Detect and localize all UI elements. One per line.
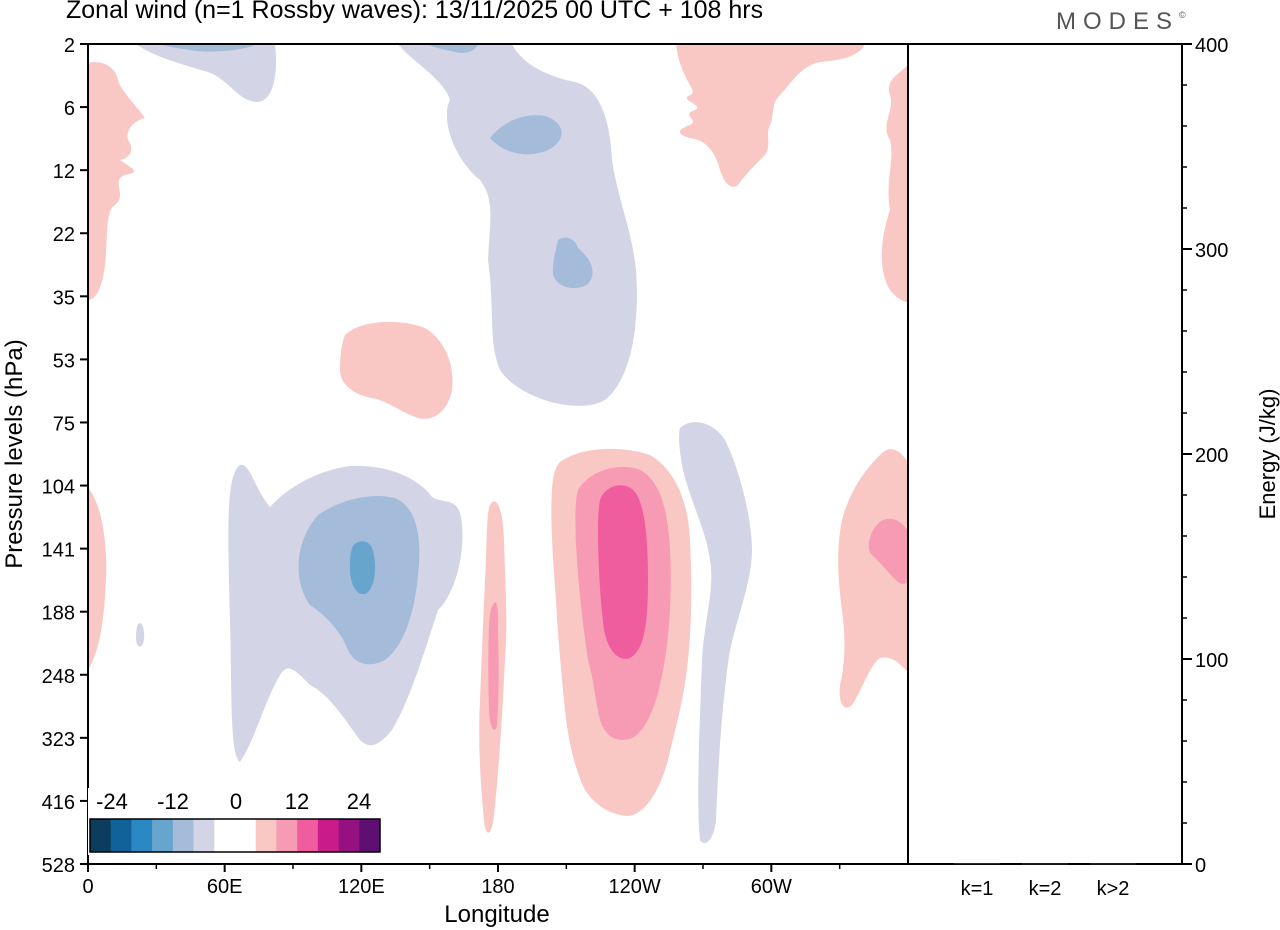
colorbar-swatch <box>193 819 215 852</box>
y-tick-label: 528 <box>42 855 75 877</box>
chart-title: Zonal wind (n=1 Rossby waves): 13/11/202… <box>66 0 764 24</box>
colorbar-swatch <box>90 819 112 852</box>
colorbar-border <box>89 818 381 853</box>
colorbar-swatch <box>297 819 319 852</box>
y-tick-label: 22 <box>53 224 75 246</box>
y-tick-label: 53 <box>53 350 75 372</box>
energy-tick-label: 400 <box>1195 35 1228 57</box>
pos-right-edge-lower <box>838 449 908 708</box>
colorbar-swatch <box>338 819 360 852</box>
y-tick-label: 104 <box>42 477 75 499</box>
colorbar-swatch <box>172 819 194 852</box>
colorbar-swatch <box>152 819 174 852</box>
colorbar-swatch <box>214 819 236 852</box>
y-axis-right: 0 100 200 300 400 <box>1182 35 1228 877</box>
copyright-mark: © <box>1179 10 1186 20</box>
energy-axis-label: Energy (J/kg) <box>1255 389 1280 520</box>
energy-bar <box>954 863 1000 865</box>
energy-bar <box>1090 863 1136 865</box>
colorbar-swatch <box>131 819 153 852</box>
pos-dateline-core <box>598 485 648 659</box>
colorbar-swatch <box>255 819 277 852</box>
colorbar-swatch <box>276 819 298 852</box>
pos-stratosphere-blob <box>340 321 453 419</box>
energy-category-label: k=2 <box>1029 878 1062 900</box>
y-tick-label: 416 <box>42 792 75 814</box>
x-axis-label: Longitude <box>444 901 549 928</box>
pos-upper-right-edge <box>881 65 908 302</box>
y-tick-label: 12 <box>53 161 75 183</box>
neg-lower-right-band <box>679 422 752 844</box>
energy-tick-label: 100 <box>1195 650 1228 672</box>
neg-upper-central-region <box>398 44 637 406</box>
colorbar-swatch <box>359 819 381 852</box>
neg-lower-left-inner-core <box>349 541 376 595</box>
x-tick-label: 120E <box>338 876 385 898</box>
contour-field <box>88 44 908 844</box>
colorbar-label: -12 <box>157 789 189 814</box>
energy-plot-frame <box>907 43 1183 865</box>
pos-narrow-column-core <box>488 602 499 730</box>
y-tick-label: 2 <box>64 35 75 57</box>
pos-upper-right-region <box>676 44 865 187</box>
y-axis-left: 2 6 12 22 35 53 75 104 141 188 248 323 416 528 <box>42 35 88 877</box>
colorbar-swatch <box>110 819 132 852</box>
y-tick-label: 323 <box>42 729 75 751</box>
y-tick-label: 188 <box>42 603 75 625</box>
colorbar-swatch <box>235 819 257 852</box>
energy-tick-label: 300 <box>1195 240 1228 262</box>
x-tick-label: 180 <box>481 876 514 898</box>
neg-upper-central-top-core <box>428 44 478 53</box>
colorbar-label: 24 <box>347 789 371 814</box>
energy-tick-label: 200 <box>1195 445 1228 467</box>
energy-tick-label: 0 <box>1195 855 1206 877</box>
x-tick-label: 0 <box>82 876 93 898</box>
neg-upper-left-blob <box>136 44 277 102</box>
energy-bar <box>1022 863 1068 865</box>
x-tick-label: 60E <box>207 876 243 898</box>
pos-left-edge-lower <box>88 488 107 670</box>
x-tick-label: 60W <box>751 876 792 898</box>
neg-upper-central-core-2 <box>552 237 593 289</box>
y-tick-label: 6 <box>64 98 75 120</box>
energy-category-label: k=1 <box>961 878 994 900</box>
y-tick-label: 35 <box>53 287 75 309</box>
neg-upper-left-core <box>160 44 258 52</box>
colorbar-swatch <box>317 819 339 852</box>
y-tick-label: 141 <box>42 540 75 562</box>
colorbar-label: -24 <box>96 789 128 814</box>
neg-upper-central-core-1 <box>490 115 562 155</box>
energy-category-label: k>2 <box>1097 878 1130 900</box>
x-tick-label: 120W <box>609 876 661 898</box>
brand-text: MODES <box>1056 8 1180 35</box>
y-axis-label: Pressure levels (hPa) <box>1 339 28 568</box>
y-tick-label: 248 <box>42 666 75 688</box>
colorbar-label: 12 <box>285 789 309 814</box>
pos-right-edge-core <box>868 518 908 584</box>
colorbar: -24 -12 0 12 24 <box>88 788 382 855</box>
pos-upper-left-edge <box>88 62 145 300</box>
modes-logo: MODES© <box>1056 8 1186 36</box>
neg-small-speck <box>136 623 145 647</box>
colorbar-label: 0 <box>230 789 242 814</box>
y-tick-label: 75 <box>53 413 75 435</box>
x-axis: 0 60E 120E 180 120W 60W <box>82 864 841 898</box>
energy-bars: k=1 k=2 k>2 <box>954 863 1136 900</box>
